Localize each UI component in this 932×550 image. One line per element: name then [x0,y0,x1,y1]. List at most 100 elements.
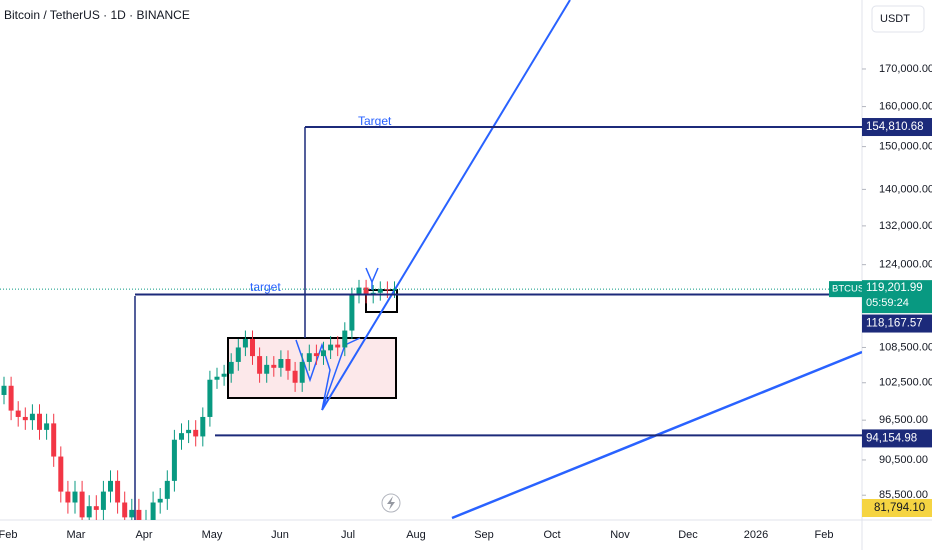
candle-body [264,364,270,374]
arrow-head [365,267,379,284]
candle-body [108,480,113,492]
candle-body [93,506,99,510]
candle-body [136,509,142,520]
level-label: 154,810.68 [866,121,924,133]
candle-body [37,413,42,430]
x-tick-label: Feb [0,529,17,541]
candle-body [15,410,21,417]
level-tag [862,118,932,137]
candle-body [228,361,234,374]
y-tick-label: 132,000.00 [879,220,932,232]
candle-body [235,347,241,362]
candle-body [342,330,348,348]
candle-body [29,413,35,421]
candle-body [257,356,263,374]
candle-body [292,370,298,383]
y-tick-label: 124,000.00 [879,259,932,271]
symbol-tag [829,281,862,298]
y-tick-label: 170,000.00 [879,63,932,75]
candle-body [214,376,220,380]
lightning [387,496,395,510]
candle-body [65,491,71,503]
candle-body [86,506,92,518]
candle-body [242,338,248,348]
annotation: target [250,280,281,294]
y-tick-label: 102,500.00 [879,377,932,389]
trend-line [321,0,571,411]
last-price-label: 119,201.99 [866,282,923,294]
y-tick-label: 96,500.00 [879,414,928,426]
currency[interactable]: USDT [880,13,910,25]
y-tick-label: 140,000.00 [879,183,932,195]
level-tag [862,314,932,333]
y-tick-label: 150,000.00 [879,141,932,153]
candle-body [207,379,213,417]
candle-body [44,423,50,430]
candle-body [157,498,163,503]
y-tick-label: 85,500.00 [879,489,928,501]
x-tick-label: Jul [341,529,355,541]
candle-body [221,373,227,377]
candle-body [150,502,156,520]
candle-body [186,429,192,434]
candle-body [271,364,277,368]
candle-body [51,423,57,457]
y-tick-label: 108,500.00 [879,341,932,353]
candle-body [392,289,397,291]
candle-body [8,385,14,411]
x-tick-label: Dec [678,529,698,541]
x-tick-label: Nov [610,529,630,541]
candle-body [299,361,305,383]
candle-body [193,429,199,437]
x-tick-label: Feb [815,529,834,541]
candle-body [79,491,85,518]
x-tick-label: May [202,529,223,541]
x-tick-label: Aug [406,529,426,541]
x-tick-label: Mar [67,529,86,541]
y-tick-label: 90,500.00 [879,454,928,466]
candle-body [22,416,28,421]
candle-body [363,287,369,296]
candle-body [58,456,64,492]
last-price-tag [862,280,932,314]
candle-body [100,491,106,510]
x-tick-label: Jun [271,529,289,541]
candle-body [164,480,170,499]
x-tick-label: Oct [543,529,560,541]
candle-body [356,287,362,296]
candle-body [200,416,206,437]
candle-body [250,338,255,357]
candle-body [72,491,78,503]
candle-body [328,344,334,351]
symbol-label: BTCUSDT [832,284,877,295]
candle-body [335,344,341,348]
candle-body [171,439,177,481]
candle-body [349,295,355,331]
x-tick-label: Sep [474,529,494,541]
currency-button[interactable] [871,5,925,33]
candle-body [285,359,291,371]
plot-area: Target target [0,0,862,520]
low-marker-tag [862,499,932,517]
low-marker-label: 81,794.10 [874,502,925,514]
candle-body [278,359,284,368]
level-label: 94,154.98 [866,432,917,444]
candle-body [313,353,319,357]
candle-body [129,509,135,518]
countdown: 05:59:24 [866,297,909,309]
level-tag [862,429,932,448]
price-axis-panel [862,0,932,550]
candle-body [384,289,390,291]
x-tick-label: Apr [135,529,152,541]
candle-body [306,353,312,362]
candle-body [122,502,128,518]
range-box [227,337,397,399]
candle-body [1,385,7,395]
candle-body [115,480,121,503]
candle-body [321,350,326,357]
level-label: 118,167.57 [866,318,923,330]
candle-body [179,433,184,440]
y-tick-label: 160,000.00 [879,100,932,112]
annotation: Target [358,114,392,128]
